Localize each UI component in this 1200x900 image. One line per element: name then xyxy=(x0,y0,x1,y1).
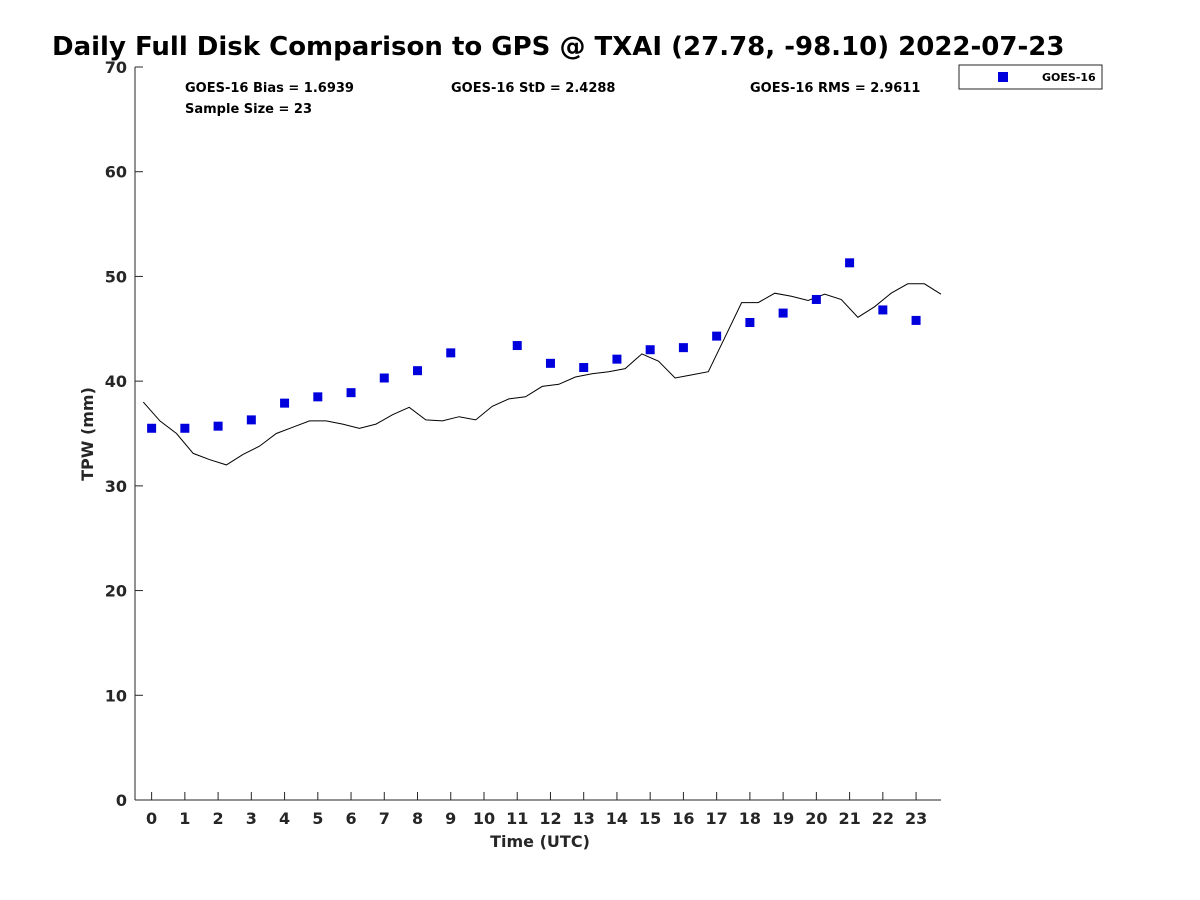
x-tick-label-16: 16 xyxy=(672,809,694,828)
y-tick-label-50: 50 xyxy=(105,267,127,286)
goes16-point-3 xyxy=(246,415,256,425)
x-tick-label-8: 8 xyxy=(412,809,423,828)
goes16-point-21 xyxy=(845,258,855,268)
goes16-point-17 xyxy=(712,331,722,341)
goes16-point-0 xyxy=(147,423,157,433)
x-tick-label-15: 15 xyxy=(639,809,661,828)
x-tick-label-23: 23 xyxy=(905,809,927,828)
goes16-point-7 xyxy=(379,373,389,383)
y-tick-label-70: 70 xyxy=(105,58,127,77)
goes16-point-6 xyxy=(346,388,356,398)
x-tick-label-10: 10 xyxy=(473,809,495,828)
goes16-point-8 xyxy=(413,366,423,376)
x-tick-label-14: 14 xyxy=(606,809,628,828)
goes16-point-1 xyxy=(180,423,190,433)
goes16-point-14 xyxy=(612,354,622,364)
x-tick-label-18: 18 xyxy=(739,809,761,828)
y-tick-label-40: 40 xyxy=(105,372,127,391)
chart-title: Daily Full Disk Comparison to GPS @ TXAI… xyxy=(52,32,1064,62)
x-tick-label-0: 0 xyxy=(146,809,157,828)
x-tick-label-17: 17 xyxy=(706,809,728,828)
goes16-point-5 xyxy=(313,392,323,402)
x-tick-label-6: 6 xyxy=(345,809,356,828)
y-tick-label-60: 60 xyxy=(105,163,127,182)
goes16-point-4 xyxy=(280,398,290,408)
goes16-point-12 xyxy=(545,358,555,368)
goes16-point-23 xyxy=(911,315,921,325)
y-tick-label-0: 0 xyxy=(116,791,127,810)
x-tick-label-11: 11 xyxy=(506,809,528,828)
x-tick-label-20: 20 xyxy=(805,809,827,828)
y-tick-label-10: 10 xyxy=(105,686,127,705)
y-ticks: 0 10 20 30 40 50 60 70 xyxy=(105,58,143,810)
y-tick-label-30: 30 xyxy=(105,477,127,496)
x-tick-label-21: 21 xyxy=(838,809,860,828)
y-tick-label-20: 20 xyxy=(105,582,127,601)
y-axis-label: TPW (mm) xyxy=(78,387,97,481)
x-tick-label-1: 1 xyxy=(179,809,190,828)
stat-rms: GOES-16 RMS = 2.9611 xyxy=(750,81,920,96)
stat-sample-size: Sample Size = 23 xyxy=(185,102,312,117)
stat-bias: GOES-16 Bias = 1.6939 xyxy=(185,81,354,96)
goes16-point-15 xyxy=(645,345,655,355)
legend-label-goes16: GOES-16 xyxy=(1042,71,1096,84)
goes16-point-22 xyxy=(878,305,888,315)
goes16-point-19 xyxy=(778,308,788,318)
x-tick-label-19: 19 xyxy=(772,809,794,828)
goes16-point-16 xyxy=(678,343,688,353)
stat-std: GOES-16 StD = 2.4288 xyxy=(451,81,615,96)
goes16-point-18 xyxy=(745,318,755,328)
x-tick-label-9: 9 xyxy=(445,809,456,828)
goes16-marker-series xyxy=(147,258,921,433)
x-tick-label-4: 4 xyxy=(279,809,290,828)
x-tick-label-5: 5 xyxy=(312,809,323,828)
goes16-point-2 xyxy=(213,421,223,431)
gps-line-series xyxy=(142,283,942,466)
x-tick-label-3: 3 xyxy=(246,809,257,828)
legend-box xyxy=(958,64,1103,90)
x-ticks: 0 1 2 3 4 5 6 7 8 9 10 11 12 13 14 15 16 17 18 19 20 21 22 23 xyxy=(146,792,927,828)
x-tick-label-2: 2 xyxy=(213,809,224,828)
goes16-point-20 xyxy=(811,294,821,304)
gps-line xyxy=(142,283,942,466)
x-tick-label-12: 12 xyxy=(539,809,561,828)
x-tick-label-7: 7 xyxy=(379,809,390,828)
x-tick-label-22: 22 xyxy=(872,809,894,828)
goes16-point-13 xyxy=(579,363,589,373)
plot-area xyxy=(134,67,941,801)
x-axis-label: Time (UTC) xyxy=(490,832,590,851)
goes16-point-11 xyxy=(512,341,522,351)
legend: GOES-16 xyxy=(958,64,1103,90)
goes16-point-9 xyxy=(446,348,456,358)
legend-marker-goes16 xyxy=(998,72,1008,82)
x-tick-label-13: 13 xyxy=(573,809,595,828)
